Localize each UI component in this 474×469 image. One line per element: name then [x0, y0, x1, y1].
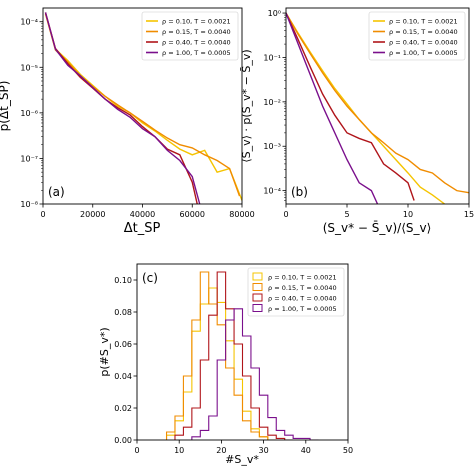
x-tick-label: 10: [403, 210, 413, 219]
y-tick-label: 0.06: [114, 340, 132, 349]
x-tick-label: 5: [344, 210, 349, 219]
legend-label: ρ = 0.10, T = 0.0021: [162, 18, 231, 26]
series-line-rho015: [44, 13, 241, 197]
y-tick-label: 10⁻¹: [263, 53, 281, 62]
y-tick-label: 10⁻³: [263, 142, 281, 151]
series-group: [165, 271, 319, 440]
x-axis-label: Δt_SP: [124, 221, 161, 236]
legend-label: ρ = 1.00, T = 0.0005: [268, 305, 337, 313]
x-tick-label: 0: [134, 446, 139, 455]
legend-label: ρ = 0.40, T = 0.0040: [268, 295, 337, 303]
series-line-rho100: [44, 12, 201, 204]
y-tick-label: 10⁻⁶: [20, 109, 38, 118]
axes-frame: [136, 263, 349, 441]
series-line-rho100: [286, 12, 379, 204]
legend-box: [247, 267, 345, 317]
x-axis-label: #S_v*: [225, 453, 259, 466]
panel-tag: (c): [142, 271, 158, 285]
legend: ρ = 0.10, T = 0.0021 ρ = 0.15, T = 0.0040…: [141, 11, 239, 61]
legend-label: ρ = 0.40, T = 0.0040: [389, 39, 458, 47]
panel-2: 0 10 20 30 40 50 0.00 0.02 0.04 0.06 0.08 0.10 #S_v*…: [98, 263, 353, 466]
y-tick-label: 10⁻⁴: [263, 187, 281, 196]
x-tick-label: 0: [283, 210, 288, 219]
series-line-rho015: [286, 12, 469, 194]
x-tick-label: 40: [301, 446, 311, 455]
panel-tag: (a): [48, 185, 65, 199]
x-tick-label: 50: [343, 446, 353, 455]
y-axis-label: p(Δt_SP): [0, 81, 11, 132]
panel-tag: (b): [291, 185, 308, 199]
x-tick-label: 0: [40, 210, 45, 219]
legend-box: [141, 11, 239, 61]
y-axis-label: ⟨S_v⟩ · p(S_v* − S̄_v): [240, 49, 253, 162]
y-tick-label: 0.08: [114, 308, 132, 317]
x-tick-label: 60000: [180, 210, 205, 219]
y-tick-label: 0.00: [114, 436, 132, 445]
x-tick-label: 15: [464, 210, 474, 219]
panel-1: 0 5 10 15 10⁻⁴ 10⁻³ 10⁻² 10⁻¹ 10⁰ (S_v* − S̄_v)/⟨…: [240, 7, 474, 235]
panel-0: 0 20000 40000 60000 80000 10⁻⁸ 10⁻⁷ 10⁻⁶ 10⁻⁵ 10⁻…: [0, 7, 255, 236]
x-tick-label: 20: [216, 446, 226, 455]
series-line-rho010: [44, 13, 242, 201]
y-tick-label: 10⁻⁸: [20, 200, 38, 209]
legend-box: [368, 11, 466, 61]
x-tick-label: 40000: [130, 210, 155, 219]
series-line-rho040: [44, 12, 198, 204]
legend-label: ρ = 0.10, T = 0.0021: [389, 18, 458, 26]
y-tick-label: 10⁰: [268, 9, 281, 18]
legend-label: ρ = 0.15, T = 0.0040: [268, 284, 337, 292]
x-tick-label: 10: [174, 446, 184, 455]
x-tick-label: 30: [259, 446, 269, 455]
legend-swatch: [252, 283, 263, 291]
x-tick-label: 80000: [229, 210, 254, 219]
series-line-rho015: [165, 271, 277, 440]
series-line-rho040: [286, 12, 415, 201]
legend-label: ρ = 0.15, T = 0.0040: [162, 28, 231, 36]
series-group: [286, 12, 469, 204]
legend-swatch: [252, 272, 263, 281]
series-group: [44, 12, 242, 204]
legend: ρ = 0.10, T = 0.0021 ρ = 0.15, T = 0.0040…: [247, 267, 345, 317]
y-tick-label: 0.10: [114, 276, 132, 285]
x-axis-label: (S_v* − S̄_v)/⟨S_v⟩: [323, 221, 432, 235]
legend: ρ = 0.10, T = 0.0021 ρ = 0.15, T = 0.0040…: [368, 11, 466, 61]
legend-label: ρ = 1.00, T = 0.0005: [389, 49, 458, 57]
legend-label: ρ = 1.00, T = 0.0005: [162, 49, 231, 57]
y-tick-label: 0.04: [114, 372, 132, 381]
y-tick-label: 10⁻²: [263, 98, 281, 107]
legend-label: ρ = 0.15, T = 0.0040: [389, 28, 458, 36]
legend-label: ρ = 0.10, T = 0.0021: [268, 274, 337, 282]
series-line-rho100: [191, 308, 319, 440]
y-tick-label: 10⁻⁴: [20, 18, 38, 27]
legend-swatch: [252, 293, 263, 302]
legend-swatch: [252, 304, 263, 312]
y-tick-label: 10⁻⁵: [20, 63, 38, 72]
y-tick-label: 0.02: [114, 404, 132, 413]
x-tick-label: 20000: [80, 210, 105, 219]
y-tick-label: 10⁻⁷: [20, 154, 38, 163]
y-axis-label: p(#S_v*): [98, 327, 111, 376]
legend-label: ρ = 0.40, T = 0.0040: [162, 39, 231, 47]
